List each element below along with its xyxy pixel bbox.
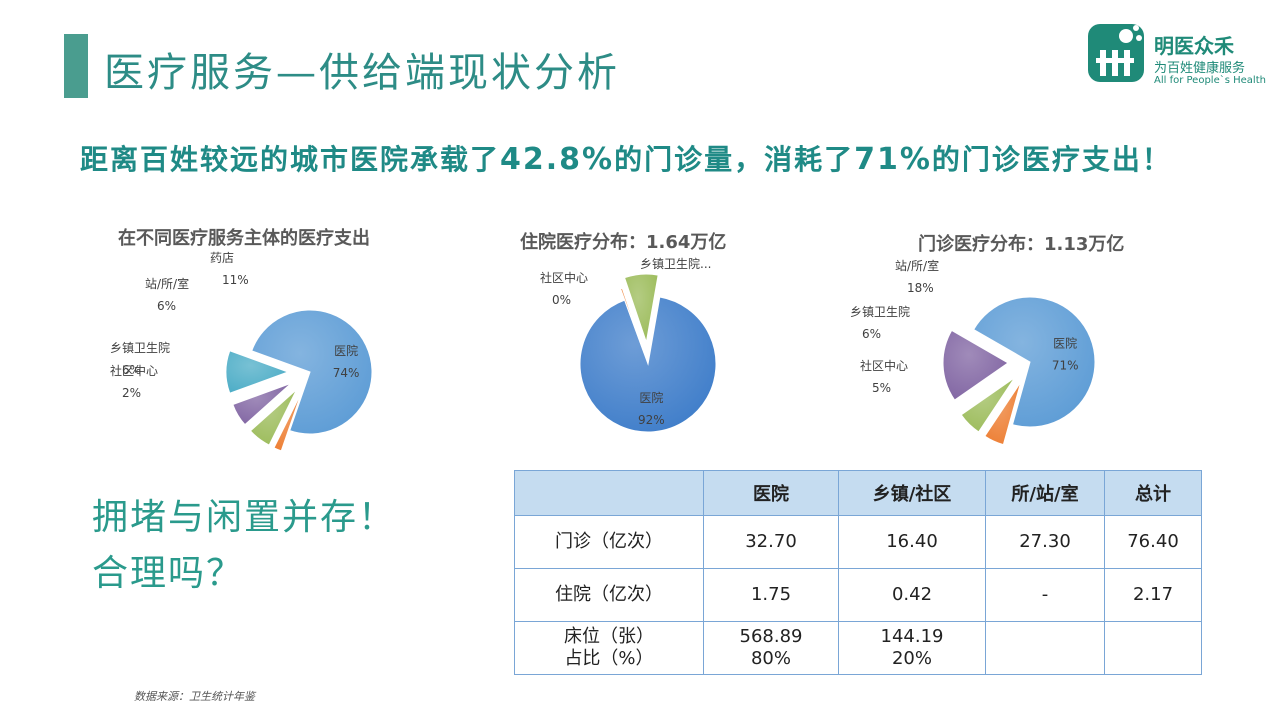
pie-label-2: 乡镇卫生院... [640, 257, 711, 271]
table-header-row: 医院 乡镇/社区 所/站/室 总计 [514, 470, 1202, 516]
table-cell: - [985, 568, 1105, 622]
pie-slice-1 [273, 392, 302, 452]
pie-label-0: 医院 [1053, 337, 1077, 351]
pie-label-4: 药店 [210, 251, 234, 265]
pie-chart-outpatient: 医院 71% 社区中心 5% 乡镇卫生院 6% 站/所/室 18% [850, 258, 1096, 446]
table-cell: 568.89 80% [703, 621, 839, 675]
pie-label-1: 社区中心 [540, 270, 588, 285]
table-header-cell: 医院 [703, 470, 839, 516]
table-cell: 0.42 [838, 568, 986, 622]
pie-value-3: 18% [907, 281, 934, 295]
pie-slice-2 [960, 377, 1016, 433]
pie-label-1: 社区中心 [110, 363, 158, 378]
pie-value-0: 71% [1052, 359, 1079, 373]
brand-logo: 明医众禾 为百姓健康服务 All for People`s Health [1086, 20, 1266, 90]
statistics-table: 医院 乡镇/社区 所/站/室 总计 门诊（亿次） 32.70 16.40 27.… [514, 470, 1202, 675]
table-row: 床位（张） 占比（%） 568.89 80% 144.19 20% [514, 621, 1202, 675]
pie-slice-0 [579, 296, 717, 433]
table-header-cell: 乡镇/社区 [838, 470, 986, 516]
slogan: 拥堵与闲置并存！ 合理吗？ [92, 490, 396, 602]
table-cell: 27.30 [985, 515, 1105, 569]
pie-chart-total-expense: 医院 74% 社区中心 2% 乡镇卫生院 6% 站/所/室 6% 药店 11% [110, 251, 373, 452]
table-cell [1104, 621, 1202, 675]
pie-label-1: 社区中心 [860, 358, 908, 373]
pie-slice-3 [232, 382, 292, 426]
headline-part-3: 的门诊医疗支出！ [931, 143, 1172, 176]
pie-slice-1 [984, 381, 1022, 446]
table-cell: 住院（亿次） [514, 568, 704, 622]
pie-label-0: 医院 [334, 344, 358, 358]
table-cell: 2.17 [1104, 568, 1202, 622]
headline-hospital-visit-share: 42.8% [500, 142, 615, 177]
table-cell: 门诊（亿次） [514, 515, 704, 569]
pie-slice-2 [623, 273, 659, 343]
pie-label-0: 医院 [639, 391, 663, 405]
table-header-cell: 所/站/室 [985, 470, 1105, 516]
logo-name: 明医众禾 [1154, 34, 1234, 58]
pie-value-2: 6% [862, 327, 881, 341]
pie-label-2: 乡镇卫生院 [850, 305, 910, 319]
pie-label-3: 站/所/室 [145, 276, 189, 291]
table-cell: 床位（张） 占比（%） [514, 621, 704, 675]
table-cell: 1.75 [703, 568, 839, 622]
table-header-cell: 总计 [1104, 470, 1202, 516]
data-source-note: 数据来源：卫生统计年鉴 [134, 690, 255, 703]
headline-outpatient-cost-share: 71% [854, 142, 932, 177]
pie-label-3: 站/所/室 [895, 258, 939, 273]
pie-slice-0 [973, 296, 1096, 428]
pie-slice-2 [249, 389, 298, 446]
table-row: 住院（亿次） 1.75 0.42 - 2.17 [514, 568, 1202, 622]
pie-value-0: 92% [638, 413, 665, 427]
page-title: 医疗服务—供给端现状分析 [104, 50, 620, 96]
pie-value-0: 74% [333, 366, 360, 380]
pie-value-1: 5% [872, 381, 891, 395]
logo-subtitle: 为百姓健康服务 [1154, 61, 1246, 76]
pie-slice-4 [225, 350, 290, 394]
table-cell: 76.40 [1104, 515, 1202, 569]
chart-title-outpatient: 门诊医疗分布：1.13万亿 [918, 234, 1125, 255]
table-cell: 144.19 20% [838, 621, 986, 675]
pie-slice-0 [251, 309, 373, 435]
pie-chart-inpatient: 医院 92% 社区中心 0% 乡镇卫生院... [540, 257, 717, 433]
pie-value-2: 6% [122, 363, 141, 377]
table-row: 门诊（亿次） 32.70 16.40 27.30 76.40 [514, 515, 1202, 569]
slogan-line-1: 拥堵与闲置并存！ [92, 497, 397, 538]
chart-title-inpatient: 住院医疗分布：1.64万亿 [520, 232, 727, 253]
table-cell: 16.40 [838, 515, 986, 569]
table-cell: 32.70 [703, 515, 839, 569]
pie-label-2: 乡镇卫生院 [110, 341, 170, 355]
slogan-line-2: 合理吗？ [92, 553, 245, 594]
headline-part-1: 距离百姓较远的城市医院承载了 [80, 143, 501, 176]
pie-slice-3 [942, 329, 1009, 401]
table-cell [985, 621, 1105, 675]
pie-slice-1 [619, 287, 645, 353]
chart-title-total-expense: 在不同医疗服务主体的医疗支出 [118, 228, 370, 249]
title-accent-bar [64, 34, 88, 98]
pie-value-1: 2% [122, 386, 141, 400]
headline: 距离百姓较远的城市医院承载了42.8%的门诊量，消耗了71%的门诊医疗支出！ [80, 138, 1220, 178]
headline-part-2: 的门诊量，消耗了 [614, 143, 855, 176]
table-header-cell [514, 470, 704, 516]
pie-value-4: 11% [222, 273, 249, 287]
pie-value-3: 6% [157, 299, 176, 313]
hand-logo-icon [1088, 24, 1144, 82]
pie-value-1: 0% [552, 293, 571, 307]
logo-english: All for People`s Health [1154, 75, 1266, 86]
